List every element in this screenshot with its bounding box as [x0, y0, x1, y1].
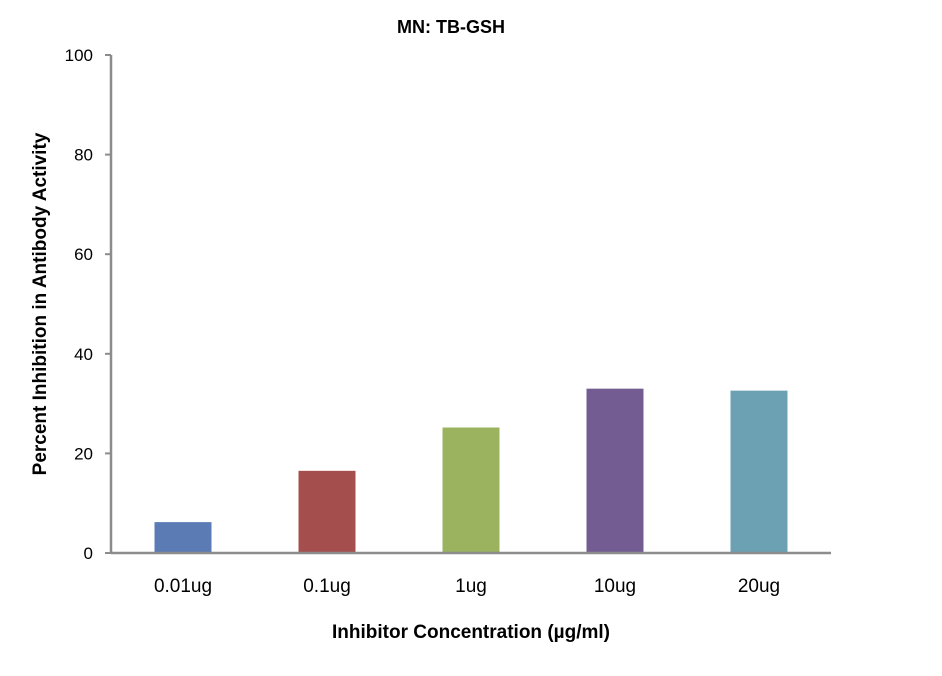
bar-1ug [442, 427, 500, 553]
y-tick-label: 100 [65, 46, 93, 65]
x-tick-label: 10ug [594, 576, 636, 597]
y-tick-label: 60 [74, 245, 93, 264]
bar-0.1ug [298, 470, 356, 553]
chart-title: MN: TB-GSH [397, 17, 505, 37]
x-axis-title: Inhibitor Concentration (µg/ml) [332, 622, 610, 643]
y-tick-label: 40 [74, 345, 93, 364]
bar-20ug [730, 390, 788, 553]
y-axis-title: Percent Inhibition in Antibody Activity [30, 132, 51, 475]
x-tick-label: 20ug [738, 576, 780, 597]
bar-10ug [586, 388, 644, 553]
y-tick-label: 20 [74, 444, 93, 463]
x-axis-labels: 0.01ug 0.1ug 1ug 10ug 20ug [154, 576, 780, 597]
y-tick-label: 0 [84, 544, 93, 563]
bar-0.01ug [154, 522, 212, 553]
x-tick-label: 0.1ug [303, 576, 351, 597]
x-tick-label: 1ug [455, 576, 487, 597]
bars [154, 388, 788, 553]
y-axis-ticks: 0 20 40 60 80 100 [65, 46, 111, 563]
y-tick-label: 80 [74, 146, 93, 165]
x-tick-label: 0.01ug [154, 576, 212, 597]
